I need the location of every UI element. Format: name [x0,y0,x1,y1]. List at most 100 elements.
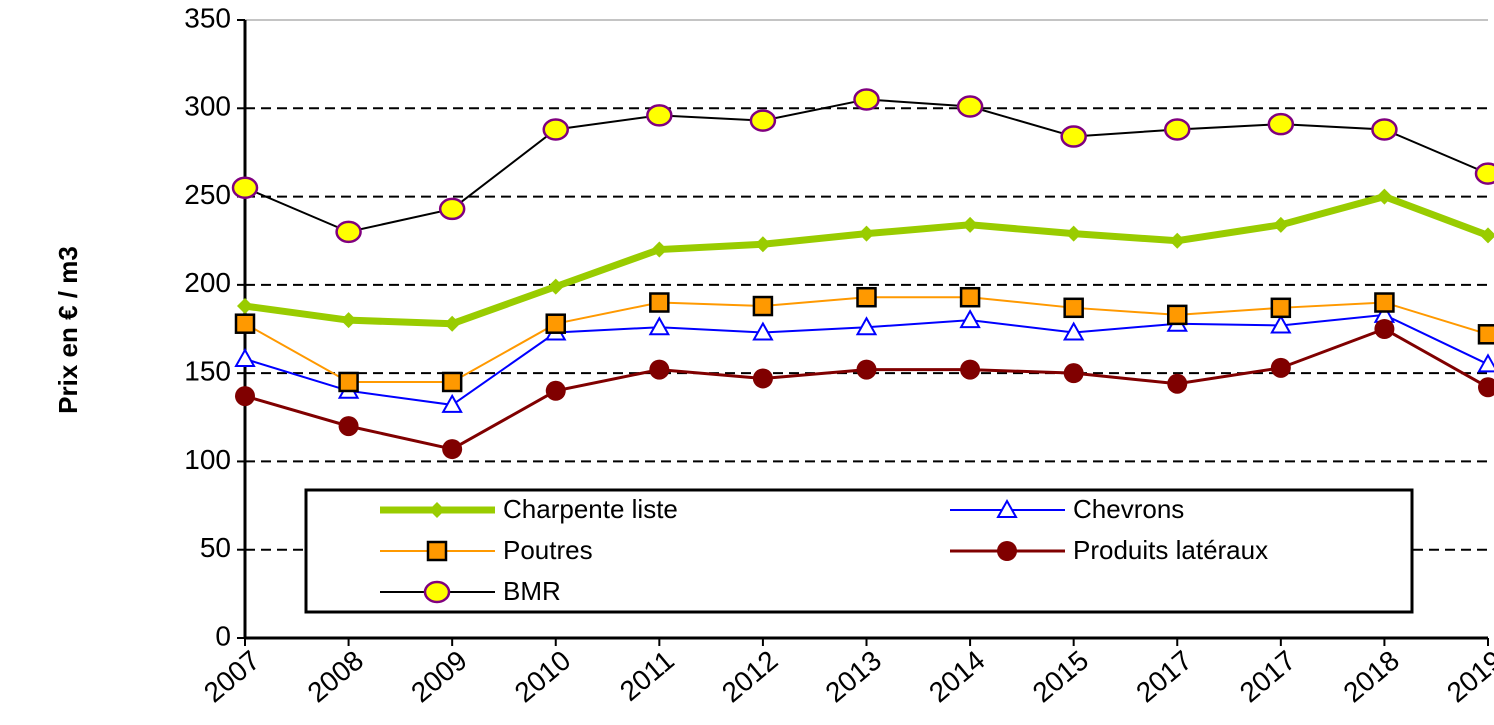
x-tick-label: 2017 [1234,645,1302,709]
marker [1478,377,1494,398]
y-tick-label: 200 [184,267,231,298]
marker [545,380,566,401]
marker [545,313,566,334]
series [237,188,1494,332]
marker [960,359,981,380]
marker [856,286,877,308]
marker [858,225,875,242]
marker [1270,297,1292,319]
series-line [244,98,1489,233]
marker [441,371,463,393]
marker [649,359,670,380]
legend-label: Charpente liste [503,494,678,524]
series [234,286,1494,393]
marker [1167,304,1188,326]
x-tick-label: 2009 [405,645,473,709]
marker [1169,232,1186,249]
legend-label: Poutres [503,535,593,565]
marker [338,416,359,437]
marker [441,393,463,413]
y-axis-label: Prix en € / m3 [53,246,83,414]
marker [959,309,981,329]
marker [1167,373,1188,394]
x-tick-label: 2011 [614,645,680,707]
marker [1065,225,1082,242]
marker [234,313,256,334]
x-tick-label: 2017 [1130,645,1198,709]
marker [752,295,774,317]
marker [231,176,259,199]
marker [338,371,359,393]
marker [853,88,880,111]
series-line [244,327,1489,451]
marker [429,502,445,518]
y-tick-label: 100 [184,444,231,475]
x-tick-label: 2010 [509,645,577,709]
marker [340,312,357,329]
x-tick-label: 2007 [198,645,266,709]
series [231,88,1494,244]
marker [959,286,981,308]
marker [1376,188,1393,205]
y-tick-label: 300 [184,91,231,122]
y-tick-label: 150 [184,356,231,387]
marker [237,298,253,315]
marker [1063,297,1084,319]
legend-label: Produits latéraux [1073,535,1268,565]
y-tick-label: 250 [184,179,231,210]
marker [423,580,451,604]
marker [754,236,771,253]
legend-label: BMR [503,576,561,606]
marker [997,541,1017,561]
y-tick-label: 350 [184,2,231,33]
legend: Charpente liste Chevrons Poutres Produits l… [304,488,1414,614]
marker [648,316,671,336]
x-tick-label: 2014 [923,645,991,709]
marker [646,104,673,127]
marker [1477,324,1494,345]
marker [1270,314,1292,334]
marker [1371,118,1398,141]
marker [547,278,564,295]
marker [234,347,256,368]
marker [442,439,463,460]
marker [856,359,877,380]
marker [651,241,668,258]
y-tick-label: 0 [215,620,231,651]
marker [855,316,878,336]
marker [1272,216,1289,233]
marker [956,95,984,118]
marker [1374,292,1395,313]
marker [1374,319,1395,339]
marker [1164,118,1191,141]
x-tick-label: 2008 [302,645,370,709]
x-tick-label: 2019 [1441,645,1494,709]
legend-label: Chevrons [1073,494,1184,524]
marker [649,292,670,313]
marker [444,315,461,332]
marker [752,368,773,389]
marker [1267,112,1295,136]
marker [752,321,774,341]
marker [335,220,362,244]
x-tick-label: 2015 [1027,645,1095,709]
marker [1474,162,1494,185]
marker [749,109,777,132]
marker [426,540,448,562]
marker [1270,357,1291,378]
marker [235,386,255,407]
marker [1060,125,1087,148]
marker [438,197,466,221]
series [235,319,1494,460]
x-tick-label: 2018 [1337,645,1405,709]
marker [962,216,979,233]
marker [996,498,1018,518]
marker [1477,353,1494,373]
y-tick-label: 50 [200,532,231,563]
x-tick-label: 2013 [819,645,887,709]
marker [1062,321,1085,341]
marker [542,118,569,141]
marker [1063,363,1084,384]
x-tick-label: 2012 [716,645,784,709]
